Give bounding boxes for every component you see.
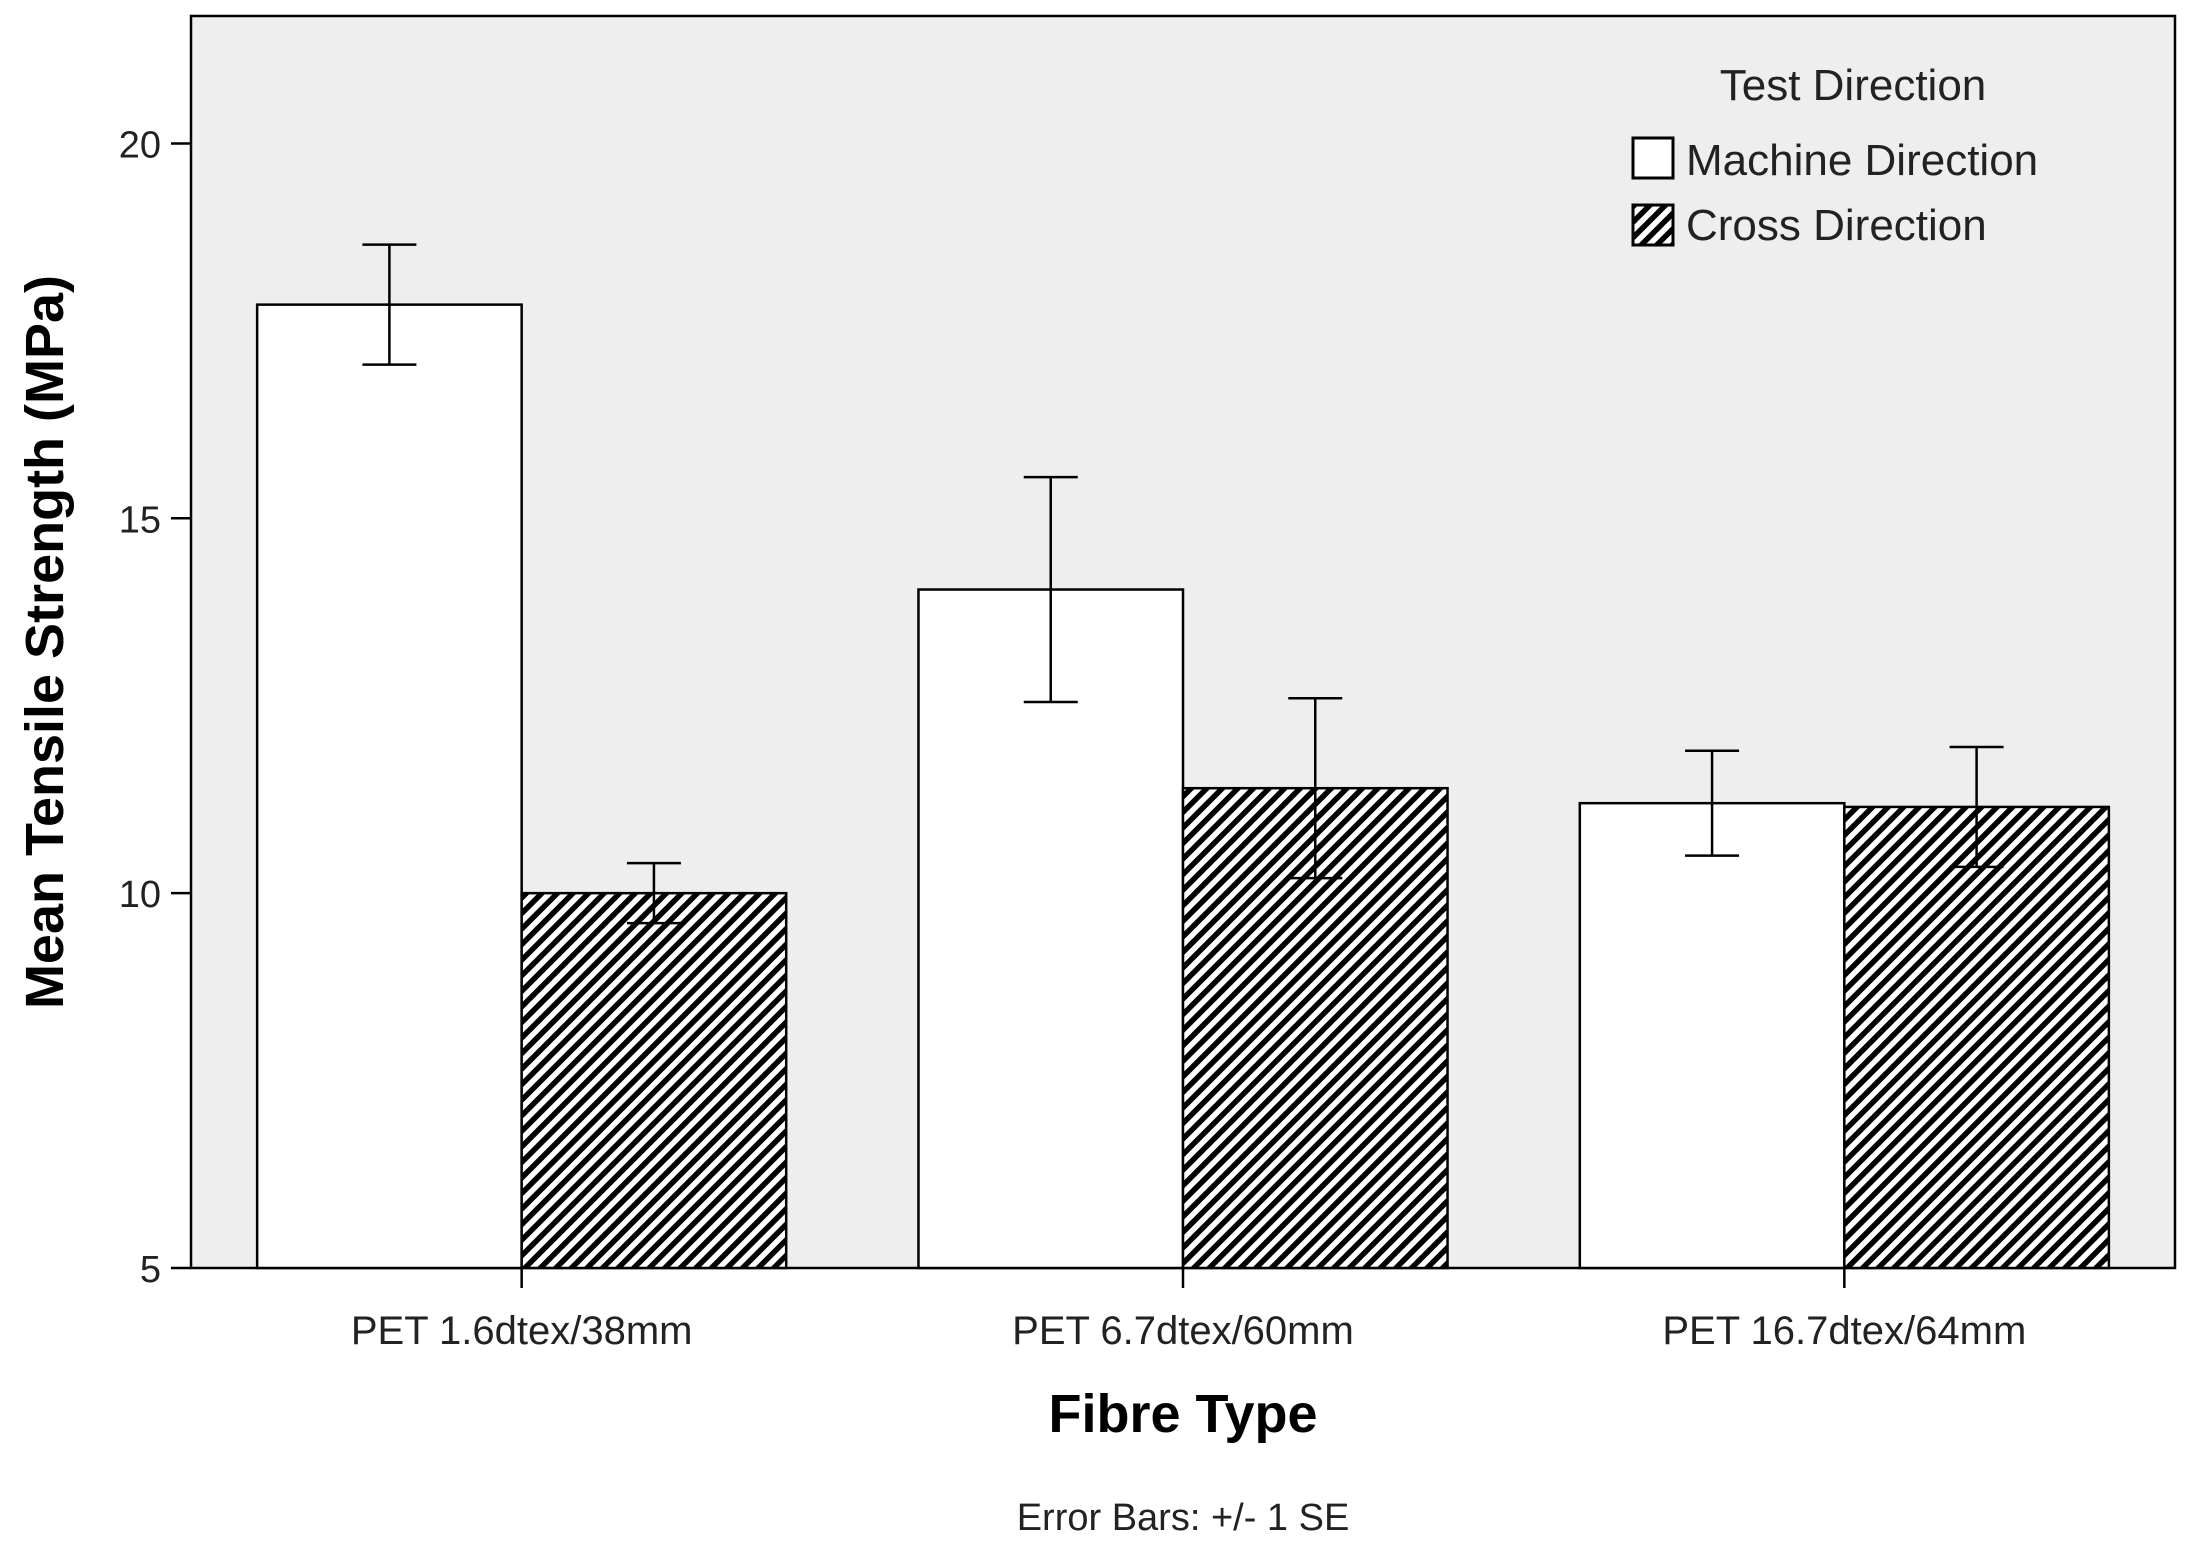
error-bar-machine-direction-2 — [1023, 475, 1078, 704]
error-bars-layer — [362, 243, 2004, 925]
legend: Test Direction Machine Direction Cross D… — [1631, 61, 2038, 250]
bar-cross-direction-1 — [520, 891, 788, 1270]
y-tick-label-5: 5 — [140, 1249, 161, 1291]
x-axis-title: Fibre Type — [1048, 1384, 1317, 1444]
bar-cross-direction-3 — [1843, 805, 2111, 1270]
bar-machine-direction-3 — [1578, 801, 1846, 1270]
legend-label-cross-direction: Cross Direction — [1686, 201, 1987, 250]
legend-title: Test Direction — [1720, 61, 1987, 110]
y-tick-label-20: 20 — [119, 124, 161, 166]
error-bar-machine-direction-1 — [362, 243, 417, 366]
error-bar-cross-direction-3 — [1949, 745, 2004, 869]
bars-layer — [255, 303, 2111, 1270]
x-tick-label-1: PET 1.6dtex/38mm — [351, 1309, 693, 1353]
y-tick-label-15: 15 — [119, 499, 161, 541]
x-axis: PET 1.6dtex/38mm PET 6.7dtex/60mm PET 16.7… — [351, 1268, 2026, 1353]
error-bars-note: Error Bars: +/- 1 SE — [1017, 1497, 1350, 1539]
error-bar-cross-direction-2 — [1288, 696, 1343, 880]
legend-label-machine-direction: Machine Direction — [1686, 136, 2038, 185]
y-axis-title: Mean Tensile Strength (MPa) — [15, 275, 75, 1009]
x-tick-label-2: PET 6.7dtex/60mm — [1012, 1309, 1354, 1353]
bar-machine-direction-1 — [255, 303, 523, 1270]
legend-swatch-cross-direction — [1631, 203, 1675, 247]
y-tick-label-10: 10 — [119, 874, 161, 916]
error-bar-machine-direction-3 — [1685, 749, 1740, 857]
error-bar-cross-direction-1 — [626, 861, 681, 925]
x-tick-label-3: PET 16.7dtex/64mm — [1662, 1309, 2026, 1353]
y-axis: 5 10 15 20 — [119, 124, 191, 1291]
legend-swatch-machine-direction — [1631, 136, 1675, 180]
